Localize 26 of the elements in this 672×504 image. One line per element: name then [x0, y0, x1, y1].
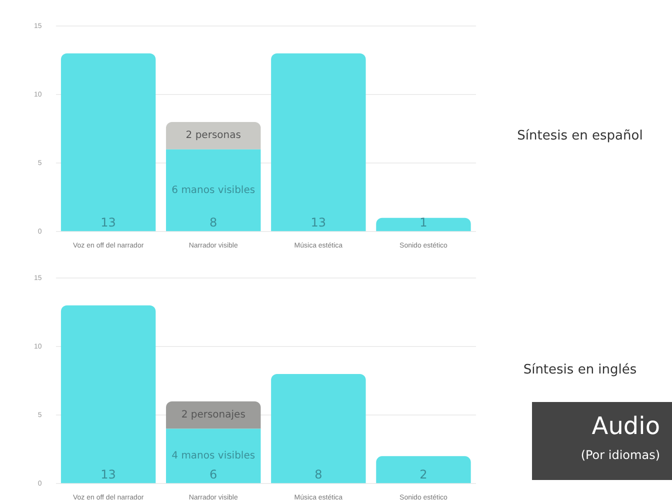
- bar: [166, 122, 261, 150]
- text: Síntesis en inglés: [523, 362, 637, 378]
- bar: [376, 456, 471, 484]
- total-label: 13: [100, 468, 116, 482]
- bar: [271, 374, 366, 484]
- total-label: 13: [310, 216, 326, 230]
- data-label: 2 personajes: [181, 410, 246, 421]
- bar: [60, 53, 156, 232]
- bar: [60, 305, 156, 484]
- total-label: 1: [420, 216, 428, 230]
- total-label: 2: [420, 468, 428, 482]
- bar: [166, 149, 261, 232]
- text: Síntesis en español: [517, 128, 643, 144]
- total-label: 6: [210, 468, 218, 482]
- total-label: 8: [314, 468, 322, 482]
- total-label: 13: [100, 216, 116, 230]
- data-label: 6 manos visibles: [172, 184, 256, 196]
- data-label: 2 personas: [186, 130, 241, 142]
- bar: [376, 218, 471, 232]
- text: Audio: [592, 412, 660, 440]
- data-label: 4 manos visibles: [172, 450, 256, 462]
- total-label: 8: [210, 216, 218, 230]
- text: (Por idiomas): [580, 448, 660, 462]
- bar: [271, 53, 366, 232]
- bar: [166, 401, 261, 429]
- bar: [166, 428, 261, 484]
